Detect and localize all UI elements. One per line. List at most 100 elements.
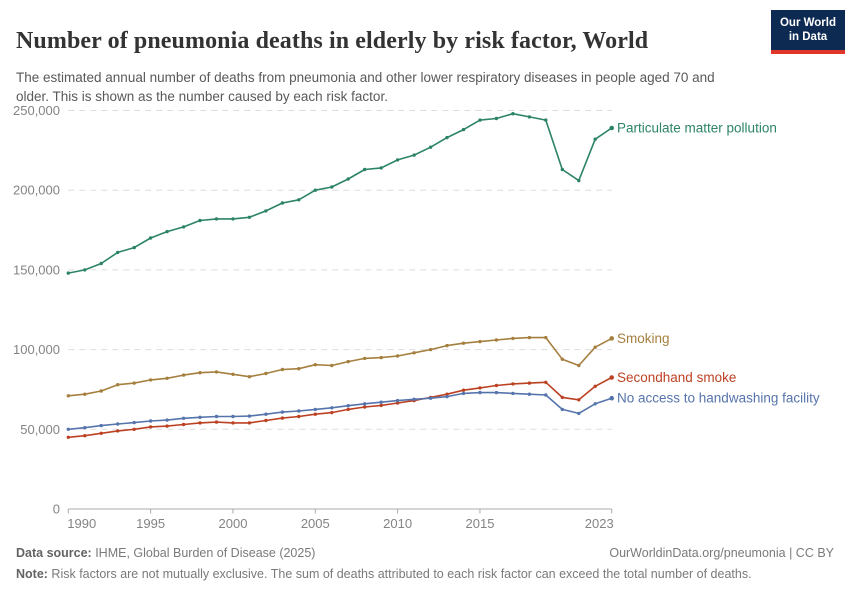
series-point bbox=[560, 407, 564, 412]
series-point bbox=[116, 383, 120, 387]
x-tick-label: 2000 bbox=[219, 516, 248, 531]
series-point bbox=[346, 407, 350, 412]
series-point bbox=[66, 271, 71, 275]
data-source-label: Data source: bbox=[16, 546, 92, 560]
series-point bbox=[609, 125, 614, 131]
series-point bbox=[297, 198, 301, 202]
series-point bbox=[461, 391, 466, 396]
chart-area: 0 50,000 100,000 150,000 200,000 250,000 1990 1… bbox=[0, 95, 850, 550]
series-point bbox=[445, 392, 449, 396]
series-point bbox=[511, 336, 515, 341]
series-point bbox=[494, 390, 499, 395]
series-point bbox=[132, 381, 136, 385]
series-point bbox=[116, 422, 120, 426]
series-point bbox=[313, 188, 317, 192]
series-point bbox=[198, 371, 202, 375]
series-point bbox=[395, 401, 400, 405]
series-point bbox=[264, 371, 268, 376]
series-point bbox=[297, 409, 301, 413]
series-point bbox=[577, 411, 581, 416]
series-point bbox=[379, 166, 383, 170]
series-point bbox=[99, 389, 103, 393]
series-point bbox=[66, 427, 71, 431]
series-point bbox=[214, 414, 219, 419]
series-point bbox=[395, 398, 400, 403]
series-point bbox=[231, 372, 235, 376]
series-point bbox=[165, 229, 169, 234]
series-point bbox=[247, 375, 252, 379]
series-point bbox=[544, 393, 548, 397]
series-point bbox=[198, 421, 202, 425]
series-point bbox=[165, 376, 169, 380]
x-tick-label: 2005 bbox=[301, 516, 330, 531]
series-point bbox=[395, 354, 400, 358]
series-point bbox=[231, 217, 235, 221]
series-point bbox=[478, 118, 482, 122]
series-point bbox=[428, 396, 433, 400]
series-point bbox=[181, 422, 186, 427]
owid-link[interactable]: OurWorldinData.org/pneumonia | CC BY bbox=[609, 546, 834, 560]
series-point bbox=[346, 359, 350, 364]
series-point bbox=[379, 403, 383, 408]
series-point bbox=[198, 415, 202, 419]
series-point bbox=[560, 357, 564, 361]
series-point bbox=[83, 268, 87, 272]
series-point bbox=[297, 367, 301, 371]
note-line: Note: Risk factors are not mutually excl… bbox=[16, 567, 834, 581]
series-point bbox=[132, 245, 136, 250]
series-point bbox=[83, 392, 87, 396]
x-tick-label: 1990 bbox=[67, 516, 96, 531]
series-point bbox=[511, 382, 515, 386]
data-source-text: IHME, Global Burden of Disease (2025) bbox=[91, 546, 316, 560]
series-point bbox=[247, 215, 252, 219]
series-label-no-access-to-handwashing-facility[interactable]: No access to handwashing facility bbox=[617, 391, 820, 406]
series-point bbox=[165, 424, 169, 428]
chart-subtitle: The estimated annual number of deaths fr… bbox=[16, 69, 715, 104]
series-point bbox=[478, 339, 482, 344]
series-point bbox=[116, 250, 120, 255]
series-point bbox=[247, 421, 252, 425]
series-point bbox=[181, 225, 186, 229]
series-label-secondhand-smoke[interactable]: Secondhand smoke bbox=[617, 370, 736, 385]
series-point bbox=[478, 390, 482, 395]
series-point bbox=[198, 218, 202, 223]
x-tick-label: 2010 bbox=[383, 516, 412, 531]
series-point bbox=[132, 427, 136, 431]
series-point bbox=[313, 407, 317, 412]
series-point bbox=[577, 398, 581, 402]
series-point bbox=[231, 414, 235, 419]
series-point bbox=[148, 378, 153, 382]
owid-logo-line1: Our World bbox=[779, 17, 836, 29]
data-source-line: Data source: IHME, Global Burden of Dise… bbox=[16, 546, 315, 560]
line-chart[interactable]: 0 50,000 100,000 150,000 200,000 250,000 1990 1… bbox=[0, 95, 850, 550]
x-tick-label: 1995 bbox=[136, 516, 165, 531]
owid-logo[interactable]: Our World in Data bbox=[771, 10, 845, 54]
series-point bbox=[346, 177, 350, 181]
series-point bbox=[363, 167, 367, 172]
series-point bbox=[461, 388, 466, 392]
series-point bbox=[527, 335, 532, 340]
series-label-particulate-matter-pollution[interactable]: Particulate matter pollution bbox=[617, 121, 777, 136]
series-point bbox=[280, 201, 285, 205]
series-point bbox=[148, 236, 153, 240]
y-tick-label: 50,000 bbox=[20, 422, 60, 437]
series-point bbox=[99, 431, 103, 435]
series-point bbox=[494, 383, 499, 388]
series-point bbox=[132, 420, 136, 425]
series-point bbox=[330, 406, 334, 410]
series-line-secondhand-smoke bbox=[68, 376, 613, 439]
series-point bbox=[560, 395, 564, 400]
series-point bbox=[214, 217, 219, 221]
series-point bbox=[412, 153, 416, 157]
series-point bbox=[313, 363, 317, 367]
series-point bbox=[609, 336, 614, 341]
series-point bbox=[593, 345, 597, 349]
series-point bbox=[99, 261, 103, 266]
series-point bbox=[363, 402, 367, 406]
series-point bbox=[511, 112, 515, 116]
series-point bbox=[330, 185, 334, 189]
x-tick-label: 2023 bbox=[585, 516, 614, 531]
series-point bbox=[264, 209, 268, 213]
series-label-smoking[interactable]: Smoking bbox=[617, 331, 670, 346]
series-line-particulate-matter-pollution bbox=[68, 112, 613, 274]
